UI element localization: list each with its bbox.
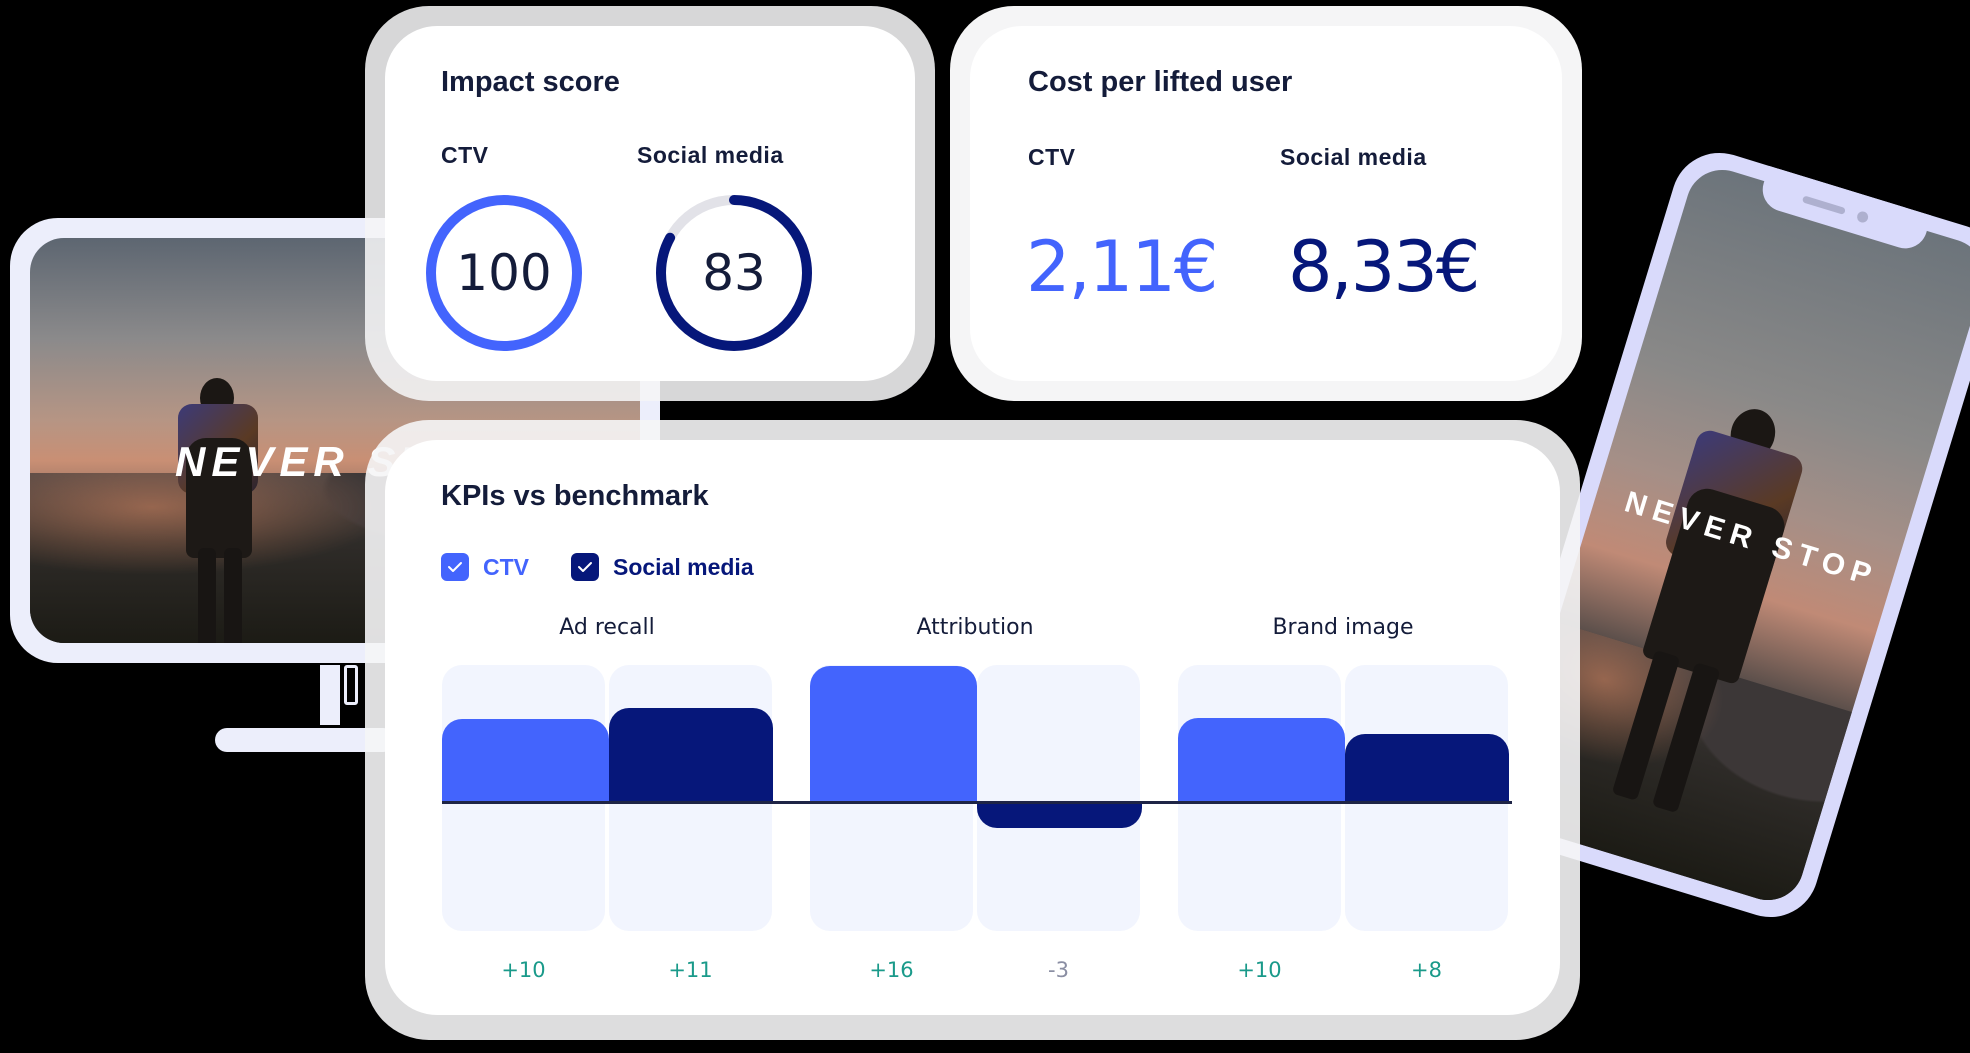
category-label-brand-image: Brand image xyxy=(1272,615,1414,640)
bar-brand-image-ctv[interactable] xyxy=(1178,718,1345,802)
bar-track xyxy=(977,665,1140,931)
delta-brand-image-social-media: +8 xyxy=(1411,958,1442,982)
ctv-cost-value: 2,11€ xyxy=(1026,226,1218,308)
card-title: KPIs vs benchmark xyxy=(441,480,709,512)
bar-attribution-social-media[interactable] xyxy=(977,802,1142,828)
progress-ring-icon xyxy=(426,195,582,351)
card-title: Impact score xyxy=(441,66,620,98)
monitor-stand-neck xyxy=(320,665,340,725)
delta-brand-image-ctv: +10 xyxy=(1237,958,1282,982)
ctv-label: CTV xyxy=(441,142,489,168)
card-title: Cost per lifted user xyxy=(1028,66,1293,98)
social-media-cost-value: 8,33€ xyxy=(1288,226,1480,308)
progress-ring-icon xyxy=(656,195,812,351)
social-media-score-ring: 83 xyxy=(653,192,815,354)
bar-ad-recall-social-media[interactable] xyxy=(609,708,773,802)
legend-label: CTV xyxy=(483,553,529,580)
social-media-label: Social media xyxy=(637,142,784,168)
social-media-label: Social media xyxy=(1280,144,1427,170)
impact-score-card: Impact score CTV Social media 100 83 xyxy=(385,26,915,381)
bar-ad-recall-ctv[interactable] xyxy=(442,719,609,802)
monitor-stand-slot xyxy=(344,665,358,705)
category-label-attribution: Attribution xyxy=(916,615,1034,640)
ctv-label: CTV xyxy=(1028,144,1076,170)
checkbox-checked-icon[interactable] xyxy=(441,553,469,581)
bar-brand-image-social-media[interactable] xyxy=(1345,734,1509,802)
cost-per-lifted-user-card: Cost per lifted user CTV Social media 2,… xyxy=(970,26,1562,381)
legend-toggle-social-media[interactable]: Social media xyxy=(571,553,754,581)
delta-attribution-social-media: -3 xyxy=(1048,958,1069,982)
bar-attribution-ctv[interactable] xyxy=(810,666,977,802)
ctv-score-ring: 100 xyxy=(423,192,585,354)
benchmark-baseline xyxy=(442,801,1512,804)
legend-label: Social media xyxy=(613,553,754,580)
checkbox-checked-icon[interactable] xyxy=(571,553,599,581)
delta-ad-recall-ctv: +10 xyxy=(501,958,546,982)
ctv-score-value: 100 xyxy=(456,244,552,302)
category-label-ad-recall: Ad recall xyxy=(559,615,655,640)
delta-attribution-ctv: +16 xyxy=(869,958,914,982)
social-media-score-value: 83 xyxy=(702,244,766,302)
legend-toggle-ctv[interactable]: CTV xyxy=(441,553,529,581)
delta-ad-recall-social-media: +11 xyxy=(668,958,713,982)
